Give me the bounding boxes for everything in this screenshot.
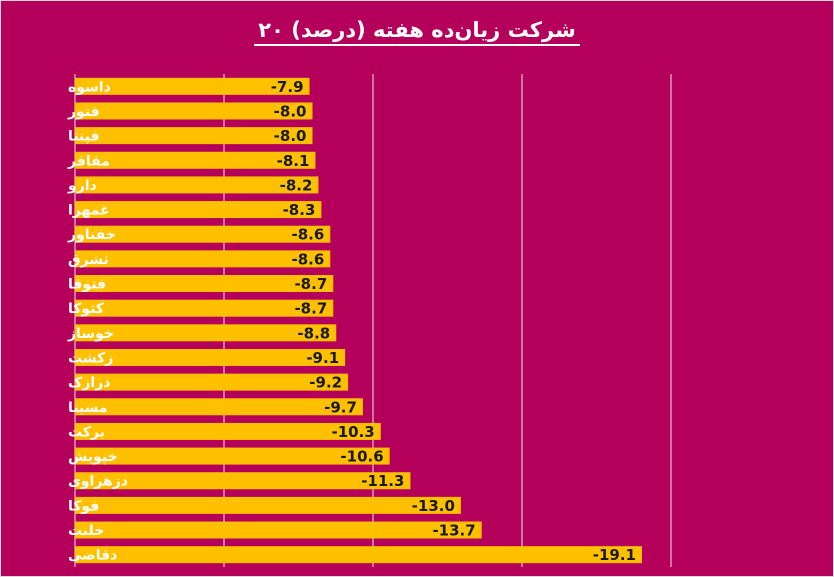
data-label: -8.2 (280, 176, 313, 194)
chart-title: ۲۰ شرکت زیان‌ده هفته (درصد) (0, 18, 834, 46)
data-label: -7.9 (271, 78, 304, 96)
bar (75, 275, 334, 293)
bar (75, 201, 322, 219)
category-label: غمهرا (68, 203, 110, 219)
bar (75, 496, 461, 514)
data-label: -11.3 (361, 472, 404, 490)
data-label: -8.0 (274, 127, 307, 145)
data-label: -8.3 (283, 201, 316, 219)
data-label: -8.8 (297, 324, 330, 342)
bar (75, 151, 316, 169)
category-label: خلنت (68, 523, 104, 539)
bar (75, 324, 337, 342)
data-label: -10.6 (340, 448, 383, 466)
data-label: -8.7 (294, 300, 327, 318)
category-label: مسینا (68, 400, 108, 416)
bar (75, 521, 482, 539)
bar (75, 348, 346, 366)
bar (75, 422, 381, 440)
bar (75, 176, 319, 194)
bar (75, 472, 411, 490)
data-label: -8.6 (291, 250, 324, 268)
category-label: برکت (68, 424, 105, 440)
category-label: دزهراوی (68, 474, 128, 490)
category-label: کتوکا (68, 301, 105, 317)
bar (75, 447, 390, 465)
bar (75, 102, 313, 120)
category-label: زکشت (68, 350, 113, 366)
category-label: مفافر (67, 153, 110, 169)
category-label: خفناور (67, 227, 116, 243)
category-label: فوکا (68, 498, 99, 514)
category-label: فتور (67, 104, 100, 120)
bar (75, 250, 331, 268)
category-label: داسوه (68, 79, 111, 95)
category-label: خوساز (67, 326, 114, 342)
bar (75, 127, 313, 145)
bar (75, 299, 334, 317)
bar (75, 77, 310, 95)
category-label: دارو (67, 178, 97, 194)
data-label: -13.7 (432, 522, 475, 540)
bar (75, 398, 363, 416)
data-label: -8.6 (291, 226, 324, 244)
category-label: فتوقا (68, 277, 106, 293)
bar (75, 546, 642, 564)
bar (75, 373, 349, 391)
data-label: -8.0 (274, 102, 307, 120)
data-label: -19.1 (593, 546, 636, 564)
category-label: درازک (68, 375, 110, 391)
chart-title-text: ۲۰ شرکت زیان‌ده هفته (درصد) (254, 18, 580, 46)
category-label: خپویش (68, 449, 118, 465)
data-label: -9.1 (306, 349, 339, 367)
category-label: فپنتا (68, 129, 100, 145)
data-label: -8.1 (277, 152, 310, 170)
data-label: -9.2 (309, 374, 342, 392)
data-label: -10.3 (332, 423, 375, 441)
bar (75, 225, 331, 243)
category-label: ثشرق (68, 252, 109, 268)
data-label: -9.7 (324, 398, 357, 416)
data-label: -13.0 (412, 497, 455, 515)
category-label: دقاضی (68, 548, 117, 564)
data-label: -8.7 (294, 275, 327, 293)
